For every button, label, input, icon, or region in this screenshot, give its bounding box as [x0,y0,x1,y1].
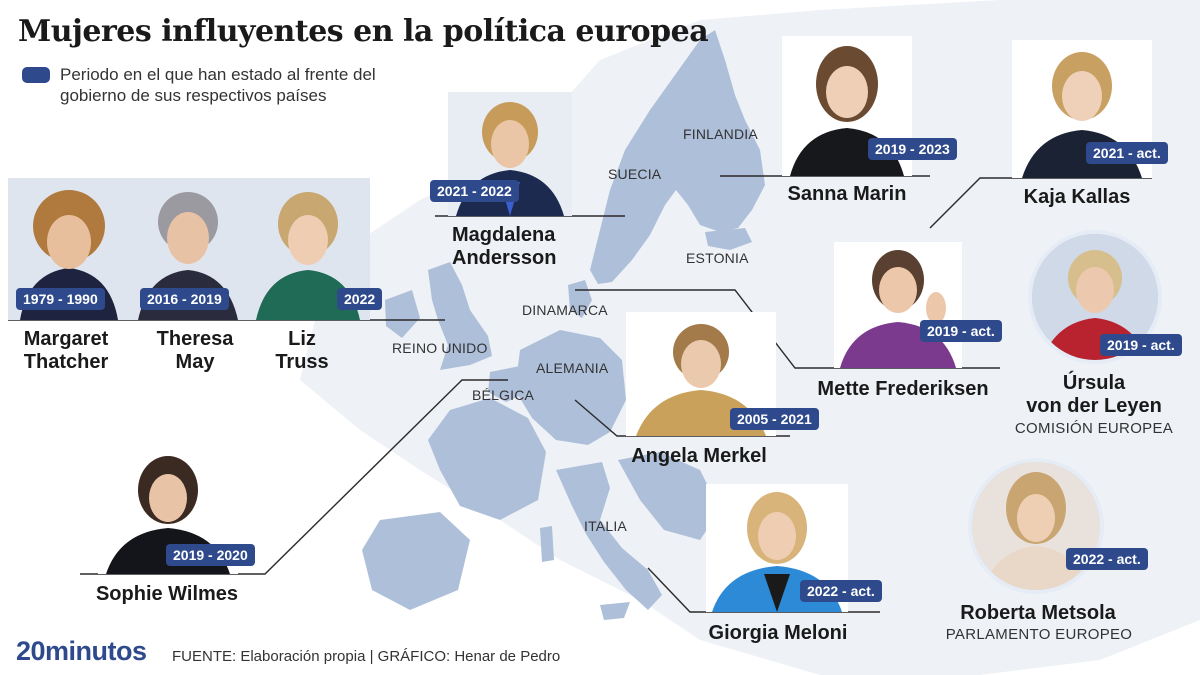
period-badge-thatcher: 1979 - 1990 [16,288,105,310]
period-badge-andersson: 2021 - 2022 [430,180,519,202]
name-von-der-leyen-line1: Úrsula [1062,372,1126,394]
period-badge-kallas: 2021 - act. [1086,142,1168,164]
legend: Periodo en el que han estado al frente d… [22,64,440,106]
sicily-shape [600,602,630,620]
connector-belgium [80,379,508,575]
connector-estonia [929,177,1152,229]
institution-metsola: PARLAMENTO EUROPEO [945,626,1133,643]
country-label-italia: ITALIA [584,518,627,534]
scandinavia-shape [590,30,765,284]
institution-von-der-leyen: COMISIÓN EUROPEA [1014,420,1174,437]
iberia-shape [362,512,470,610]
country-label-reino-unido: REINO UNIDO [392,340,488,356]
photo-metsola [968,458,1104,594]
legend-text: Periodo en el que han estado al frente d… [60,65,376,105]
name-thatcher-line2: Thatcher [23,351,109,373]
name-kallas: Kaja Kallas [1023,186,1131,208]
france-shape [428,398,546,520]
belgium-shape [488,366,528,402]
period-badge-von-der-leyen: 2019 - act. [1100,334,1182,356]
name-may-line1: Theresa [156,328,234,350]
name-frederiksen: Mette Frederiksen [817,378,989,400]
name-truss-line1: Liz [288,328,316,350]
legend-swatch [22,67,50,83]
balkans-shape [618,452,720,540]
sardinia-shape [540,526,554,562]
name-may-line2: May [175,351,215,373]
country-label-finlandia: FINLANDIA [683,126,758,142]
great-britain-shape [428,262,492,370]
connector-germany [574,399,790,437]
photo-frederiksen [834,242,962,368]
ireland-shape [385,290,420,338]
italy-shape [556,462,662,610]
name-von-der-leyen: Úrsula von der Leyen [1006,372,1182,418]
name-wilmes: Sophie Wilmes [95,583,239,605]
name-may: Theresa May [146,328,244,374]
period-badge-marin: 2019 - 2023 [868,138,957,160]
name-truss: Liz Truss [260,328,344,374]
period-badge-frederiksen: 2019 - act. [920,320,1002,342]
source-credit: FUENTE: Elaboración propia | GRÁFICO: He… [172,648,561,665]
germany-shape [515,330,626,445]
country-label-belgica: BÉLGICA [472,387,535,403]
name-metsola: Roberta Metsola [960,602,1116,624]
country-label-alemania: ALEMANIA [536,360,609,376]
photo-marin [782,36,912,176]
period-badge-metsola: 2022 - act. [1066,548,1148,570]
name-andersson-line2: Andersson [452,247,557,269]
period-badge-merkel: 2005 - 2021 [730,408,819,430]
name-meloni: Giorgia Meloni [708,622,848,644]
page-title: Mujeres influyentes en la política europ… [18,14,709,49]
brand-logo: 20minutos [16,636,147,666]
name-marin: Sanna Marin [787,183,907,205]
name-andersson-line1: Magdalena [452,224,556,246]
estonia-shape [705,228,752,250]
country-label-dinamarca: DINAMARCA [522,302,608,318]
name-merkel: Angela Merkel [631,445,767,467]
name-andersson: Magdalena Andersson [452,224,556,270]
name-thatcher-line1: Margaret [23,328,109,350]
connector-italy [647,567,880,613]
period-badge-wilmes: 2019 - 2020 [166,544,255,566]
name-von-der-leyen-line2: von der Leyen [1026,395,1162,417]
country-label-suecia: SUECIA [608,166,662,182]
name-thatcher: Margaret Thatcher [14,328,118,374]
period-badge-meloni: 2022 - act. [800,580,882,602]
country-label-estonia: ESTONIA [686,250,749,266]
period-badge-truss: 2022 [337,288,383,310]
photo-meloni [706,484,848,612]
period-badge-may: 2016 - 2019 [140,288,229,310]
name-truss-line2: Truss [275,351,329,373]
photo-truss [246,178,370,320]
